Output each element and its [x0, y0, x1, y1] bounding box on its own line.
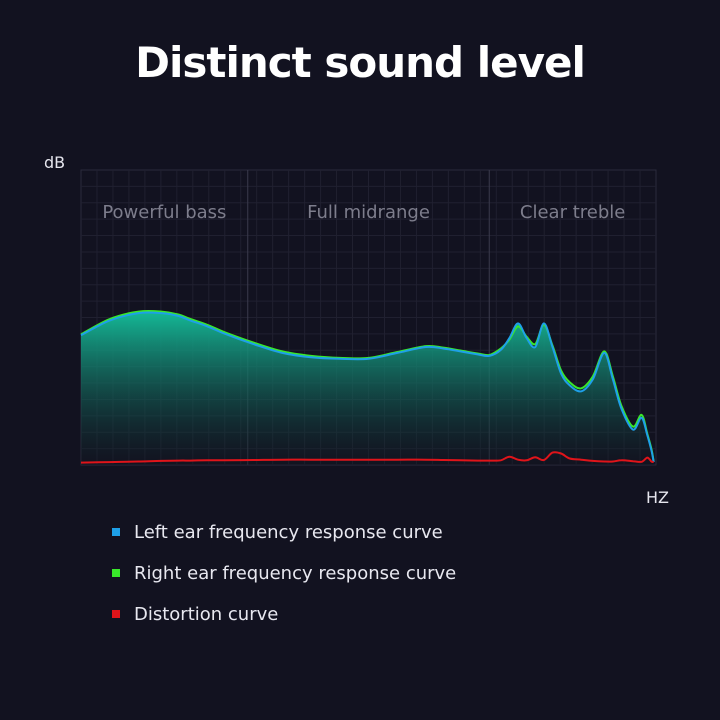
legend-item-right: Right ear frequency response curve	[112, 559, 456, 587]
legend: Left ear frequency response curve Right …	[112, 518, 456, 641]
legend-label-right: Right ear frequency response curve	[134, 562, 457, 584]
legend-label-left: Left ear frequency response curve	[134, 521, 443, 543]
chart-title: Distinct sound level	[135, 38, 586, 87]
response-area-fill	[81, 312, 654, 465]
y-axis-label: dB	[44, 153, 65, 172]
legend-swatch-left	[112, 528, 120, 536]
x-axis-label: HZ	[646, 488, 669, 507]
legend-swatch-right	[112, 569, 120, 577]
left-ear-curve	[80, 311, 655, 463]
legend-swatch-distortion	[112, 610, 120, 618]
legend-item-distortion: Distortion curve	[112, 600, 456, 628]
legend-item-left: Left ear frequency response curve	[112, 518, 456, 546]
legend-label-distortion: Distortion curve	[134, 603, 279, 625]
region-label: Clear treble	[520, 202, 625, 223]
region-label: Powerful bass	[102, 202, 226, 223]
region-label: Full midrange	[307, 202, 430, 223]
distortion-curve	[80, 451, 654, 464]
